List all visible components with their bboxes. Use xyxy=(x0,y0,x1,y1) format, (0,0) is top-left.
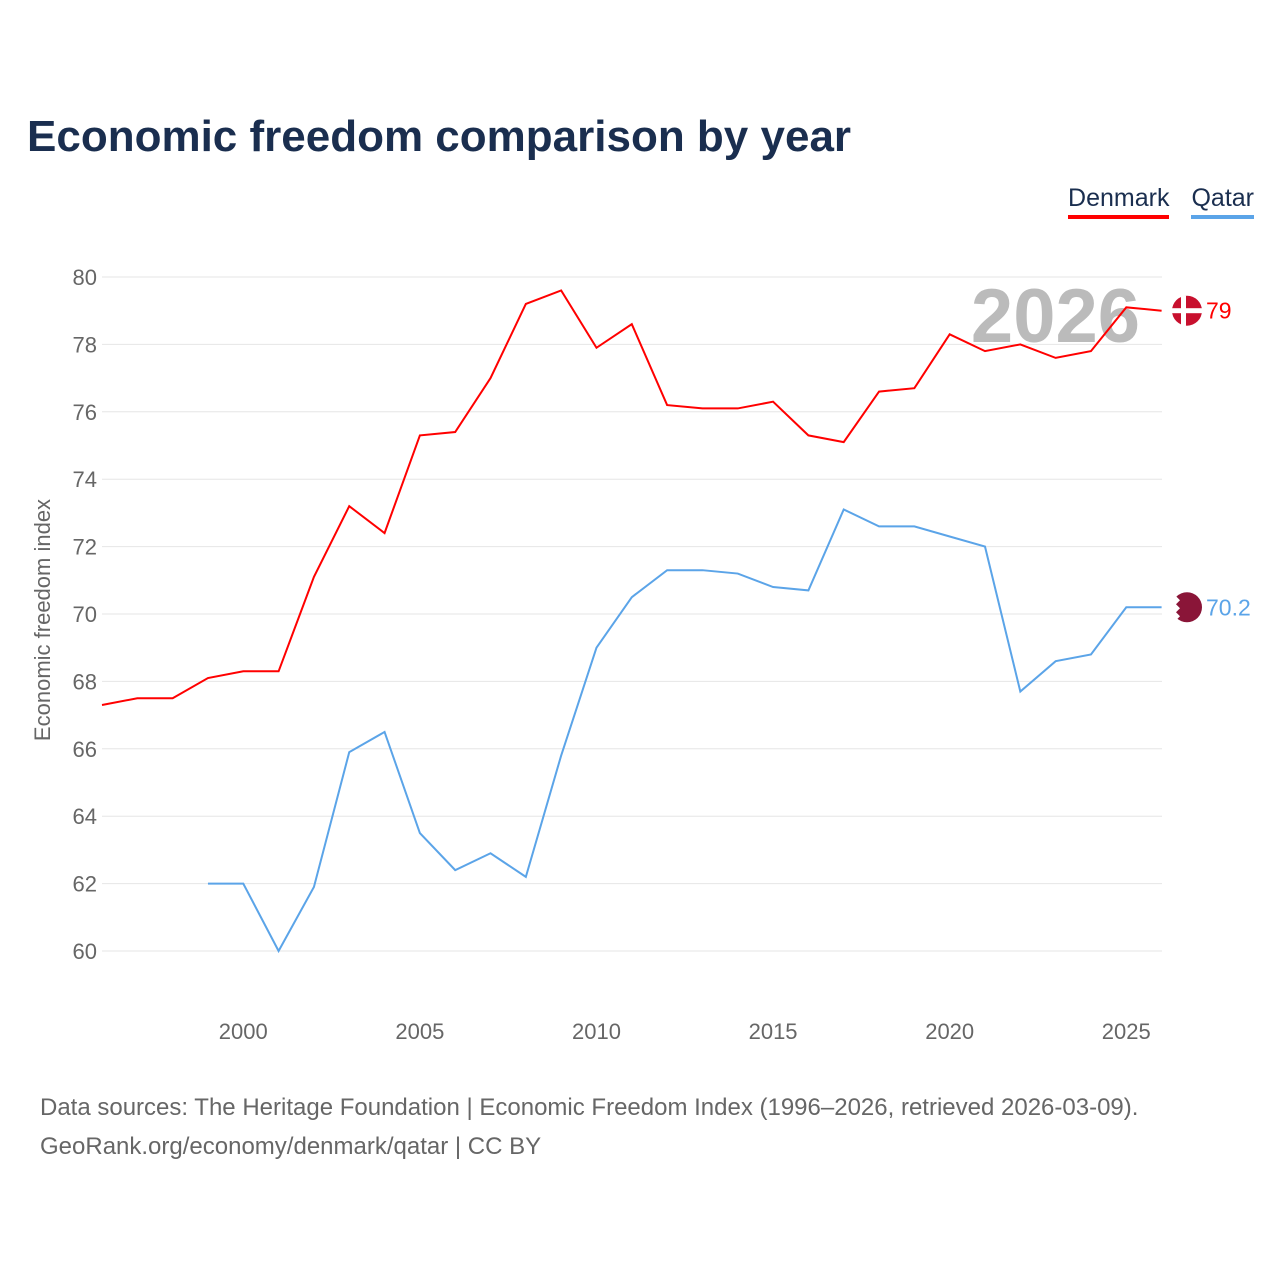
y-tick-label: 66 xyxy=(73,737,97,762)
y-tick-label: 76 xyxy=(73,400,97,425)
y-tick-label: 68 xyxy=(73,669,97,694)
x-tick-label: 2000 xyxy=(219,1019,268,1044)
source-line-2[interactable]: GeoRank.org/economy/denmark/qatar | CC B… xyxy=(40,1133,542,1160)
chart-title: Economic freedom comparison by year xyxy=(27,112,852,161)
legend-denmark[interactable]: Denmark xyxy=(1068,184,1170,219)
x-tick-label: 2020 xyxy=(925,1019,974,1044)
y-tick-label: 64 xyxy=(73,804,97,829)
legend-qatar[interactable]: Qatar xyxy=(1191,184,1254,219)
end-value-label: 79 xyxy=(1206,298,1232,324)
x-tick-label: 2010 xyxy=(572,1019,621,1044)
flag-band xyxy=(1172,592,1180,623)
y-tick-label: 70 xyxy=(73,602,97,627)
series-line-denmark xyxy=(101,289,1162,706)
source-line-1: Data sources: The Heritage Foundation | … xyxy=(40,1094,1139,1121)
series-line-qatar xyxy=(207,508,1162,954)
legend: Denmark Qatar xyxy=(1068,184,1254,219)
y-tick-label: 72 xyxy=(73,535,97,560)
source-note: Data sources: The Heritage Foundation | … xyxy=(40,1088,1138,1166)
x-tick-label: 2025 xyxy=(1102,1019,1151,1044)
year-label: 2026 xyxy=(971,274,1140,359)
x-tick-label: 2005 xyxy=(395,1019,444,1044)
y-tick-label: 74 xyxy=(73,467,97,492)
end-value-label: 70.2 xyxy=(1206,594,1251,620)
flag-cross xyxy=(1181,295,1186,326)
y-tick-label: 62 xyxy=(73,872,97,897)
x-tick-label: 2015 xyxy=(749,1019,798,1044)
y-tick-label: 60 xyxy=(73,939,97,964)
y-axis-label: Economic freedom index xyxy=(30,499,55,741)
flag-cross xyxy=(1172,308,1202,314)
y-tick-label: 80 xyxy=(73,265,97,290)
y-tick-label: 78 xyxy=(73,332,97,357)
